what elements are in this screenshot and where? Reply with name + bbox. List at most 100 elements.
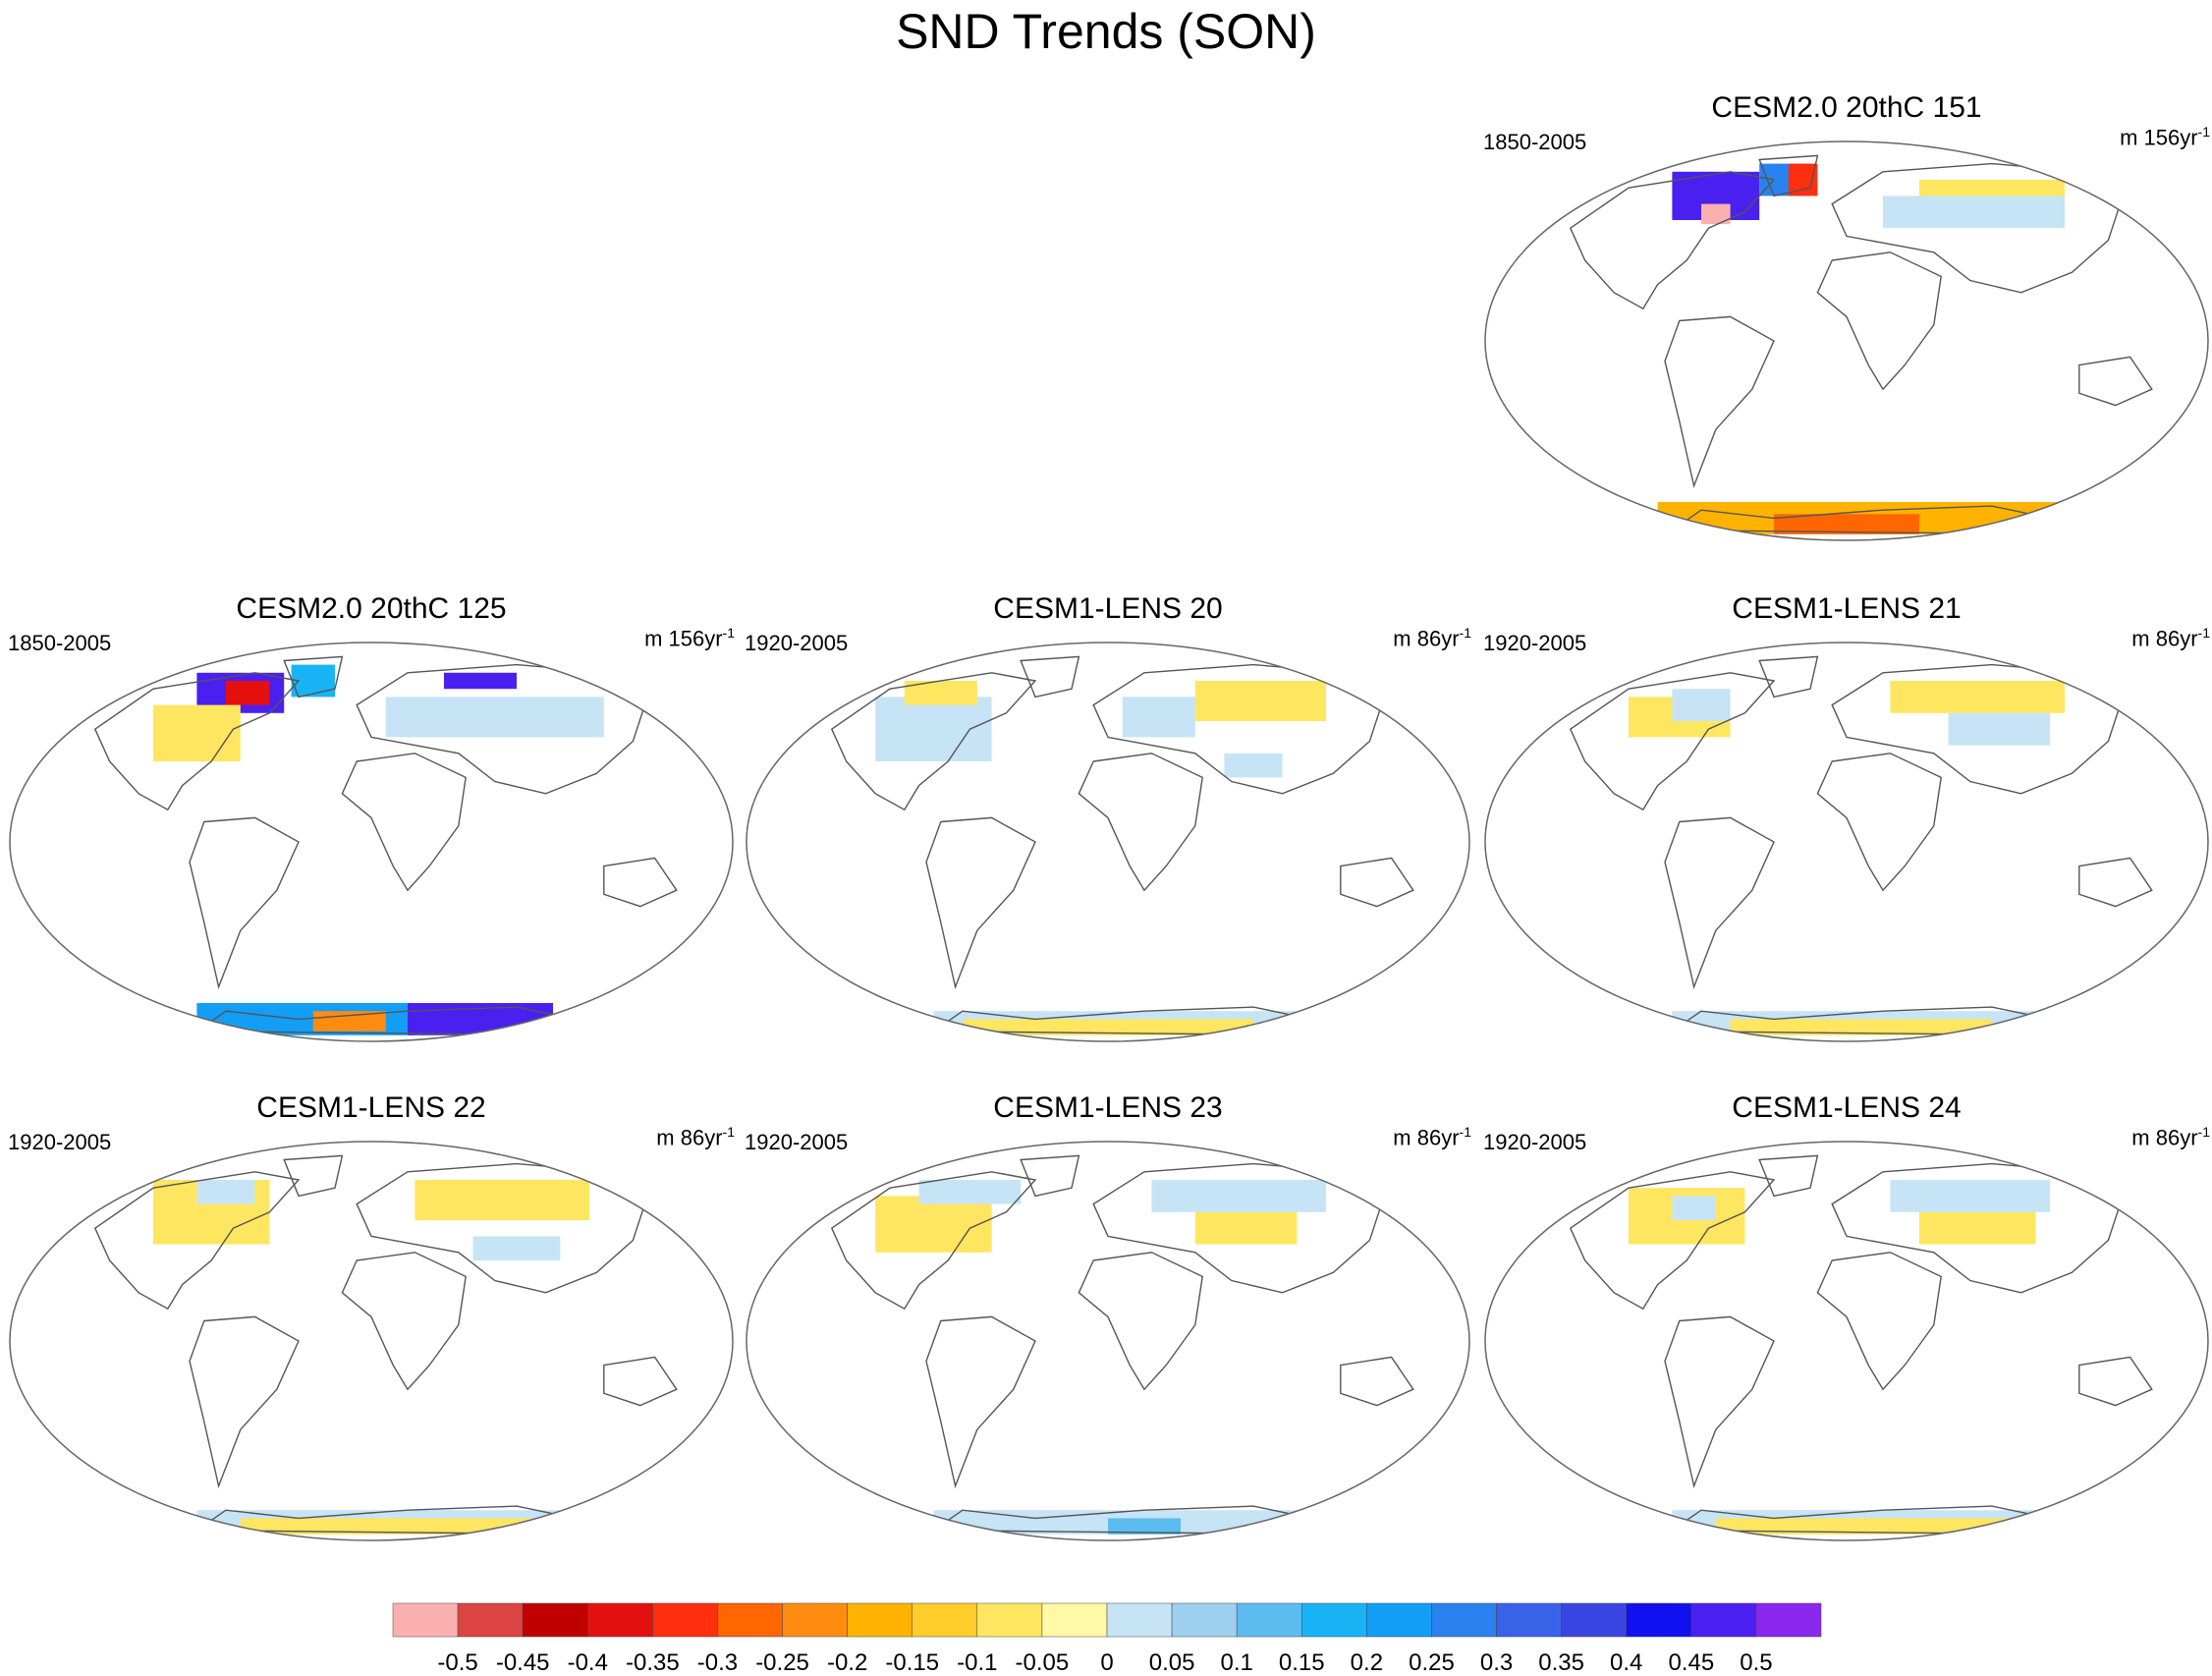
australia-outline bbox=[1340, 857, 1414, 908]
africa-outline bbox=[1816, 753, 1942, 892]
map-panel: CESM1-LENS 23 1920-2005 m 86yr-1 bbox=[745, 1090, 1471, 1542]
world-map bbox=[1484, 1141, 2209, 1541]
colorbar-swatch bbox=[782, 1602, 848, 1638]
panel-units: m 86yr-1 bbox=[1393, 1124, 1471, 1150]
trend-patch bbox=[1730, 1019, 1992, 1035]
eurasia-outline bbox=[1831, 663, 2125, 795]
greenland-outline bbox=[283, 1154, 344, 1198]
world-map bbox=[9, 1141, 734, 1541]
colorbar-swatch bbox=[652, 1602, 718, 1638]
eurasia-outline bbox=[1831, 1162, 2125, 1294]
trend-patch bbox=[1890, 1180, 2051, 1212]
colorbar-label: -0.05 bbox=[1016, 1649, 1070, 1676]
colorbar-label: -0.5 bbox=[437, 1649, 477, 1676]
colorbar-label: 0 bbox=[1100, 1649, 1113, 1676]
africa-outline bbox=[1078, 1252, 1203, 1391]
south-america-outline bbox=[189, 816, 300, 989]
map-panel: CESM2.0 20thC 151 1850-2005 m 156yr-1 bbox=[1483, 90, 2210, 542]
trend-patch bbox=[1224, 753, 1283, 778]
eurasia-outline bbox=[1831, 162, 2125, 294]
greenland-outline bbox=[1758, 1154, 1819, 1198]
colorbar-label: -0.2 bbox=[827, 1649, 867, 1676]
map-border bbox=[1484, 140, 2209, 541]
colorbar-label: -0.15 bbox=[885, 1649, 939, 1676]
south-america-outline bbox=[925, 1315, 1036, 1488]
eurasia-outline bbox=[356, 1162, 649, 1294]
africa-outline bbox=[1816, 251, 1942, 391]
colorbar-label: 0.05 bbox=[1149, 1649, 1195, 1676]
colorbar-swatch bbox=[1106, 1602, 1173, 1638]
south-america-outline bbox=[925, 816, 1036, 989]
australia-outline bbox=[1340, 1356, 1414, 1407]
australia-outline bbox=[603, 1356, 678, 1407]
panel-period: 1920-2005 bbox=[1483, 631, 1587, 655]
trend-patch bbox=[153, 704, 241, 761]
map-panel: CESM1-LENS 22 1920-2005 m 86yr-1 bbox=[8, 1090, 735, 1542]
panel-title: CESM1-LENS 22 bbox=[256, 1091, 486, 1124]
colorbar-label: 0.45 bbox=[1668, 1649, 1714, 1676]
trend-patch bbox=[1194, 1211, 1298, 1245]
map-panel: CESM1-LENS 21 1920-2005 m 86yr-1 bbox=[1483, 591, 2210, 1043]
panel-units: m 156yr-1 bbox=[644, 625, 735, 651]
panel-units: m 156yr-1 bbox=[2120, 124, 2210, 150]
australia-outline bbox=[2078, 857, 2153, 908]
map-border bbox=[746, 1141, 1470, 1541]
colorbar-label: 0.5 bbox=[1740, 1649, 1772, 1676]
world-map bbox=[1484, 140, 2209, 541]
panel-period: 1920-2005 bbox=[745, 631, 849, 655]
trend-patch bbox=[1701, 203, 1731, 225]
panel-title: CESM1-LENS 24 bbox=[1732, 1091, 1962, 1124]
panel-period: 1850-2005 bbox=[1483, 130, 1587, 154]
panel-units: m 86yr-1 bbox=[2131, 1124, 2210, 1150]
trend-patch bbox=[1151, 1180, 1326, 1212]
eurasia-outline bbox=[1092, 1162, 1386, 1294]
colorbar-swatch bbox=[1690, 1602, 1757, 1638]
map-border bbox=[1484, 642, 2209, 1042]
trend-patch bbox=[1672, 1196, 1716, 1220]
map-panel: CESM1-LENS 24 1920-2005 m 86yr-1 bbox=[1483, 1090, 2210, 1542]
map-panel: CESM1-LENS 20 1920-2005 m 86yr-1 bbox=[745, 591, 1471, 1043]
trend-patch bbox=[415, 1180, 589, 1220]
panel-period: 1920-2005 bbox=[1483, 1130, 1587, 1154]
colorbar-swatch bbox=[1626, 1602, 1692, 1638]
map-border bbox=[9, 1141, 734, 1541]
africa-outline bbox=[341, 753, 467, 892]
colorbar-label: 0.2 bbox=[1351, 1649, 1383, 1676]
panel-units: m 86yr-1 bbox=[656, 1124, 735, 1150]
australia-outline bbox=[2078, 356, 2153, 407]
colorbar-label: 0.25 bbox=[1409, 1649, 1455, 1676]
panel-units: m 86yr-1 bbox=[2131, 625, 2210, 651]
north-america-outline bbox=[93, 672, 301, 811]
trend-patch bbox=[385, 697, 604, 738]
colorbar-label: -0.1 bbox=[957, 1649, 997, 1676]
south-america-outline bbox=[1664, 315, 1775, 488]
trend-patch bbox=[1948, 712, 2051, 746]
greenland-outline bbox=[1020, 1154, 1080, 1198]
trend-patch bbox=[875, 1196, 992, 1253]
colorbar-swatch bbox=[1755, 1602, 1822, 1638]
trend-patch bbox=[1890, 681, 2065, 713]
australia-outline bbox=[2078, 1356, 2153, 1407]
colorbar-label: -0.35 bbox=[626, 1649, 680, 1676]
greenland-outline bbox=[1020, 655, 1080, 698]
world-map bbox=[746, 642, 1470, 1042]
panel-title: CESM1-LENS 23 bbox=[993, 1091, 1223, 1124]
colorbar-label: 0.35 bbox=[1538, 1649, 1584, 1676]
colorbar-label: -0.45 bbox=[496, 1649, 550, 1676]
colorbar-swatch bbox=[1171, 1602, 1238, 1638]
trend-patch bbox=[1715, 1518, 2007, 1535]
eurasia-outline bbox=[356, 663, 649, 795]
australia-outline bbox=[603, 857, 678, 908]
colorbar-label: -0.3 bbox=[697, 1649, 738, 1676]
colorbar-label: 0.3 bbox=[1480, 1649, 1513, 1676]
map-panel: CESM2.0 20thC 125 1850-2005 m 156yr-1 bbox=[8, 591, 735, 1043]
trend-patch bbox=[240, 1518, 531, 1535]
trend-patch bbox=[875, 697, 992, 761]
colorbar-swatch bbox=[717, 1602, 783, 1638]
map-border bbox=[1484, 1141, 2209, 1541]
world-map bbox=[9, 642, 734, 1042]
map-border bbox=[9, 642, 734, 1042]
trend-patch bbox=[472, 1236, 561, 1260]
north-america-outline bbox=[830, 672, 1037, 811]
trend-patch bbox=[226, 681, 270, 705]
